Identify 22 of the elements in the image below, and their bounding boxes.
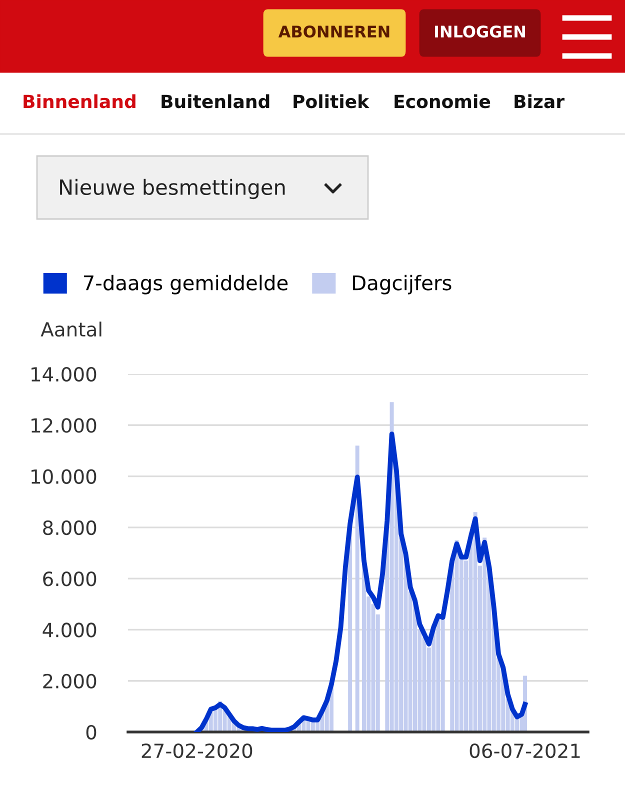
text: Binnenland <box>24 94 136 108</box>
chart-title: Nieuwe besmettingen <box>60 178 285 200</box>
text: ABONNEREN <box>278 26 390 38</box>
y-axis-title: Aantal <box>40 322 102 337</box>
y-tick-label: 2.000 <box>43 674 96 689</box>
y-tick-label: 6.000 <box>43 572 96 586</box>
x-tick-label: 27-02-2020 <box>142 743 252 758</box>
legend-label: 7-daags gemiddelde <box>84 274 288 294</box>
y-tick-label: 12.000 <box>32 418 96 433</box>
y-tick-label: 10.000 <box>32 469 96 484</box>
line-series <box>194 432 528 732</box>
text: Economie <box>394 94 490 108</box>
text: Politiek <box>294 94 370 108</box>
text: Bizar <box>514 94 564 108</box>
text: INLOGGEN <box>434 26 526 38</box>
text: Buitenland <box>162 94 270 108</box>
y-tick-label: 14.000 <box>32 366 96 382</box>
y-tick-label: 4.000 <box>42 622 96 638</box>
legend-label: Dagcijfers <box>353 274 452 294</box>
y-tick-label: 8.000 <box>43 520 96 536</box>
y-tick-label: 0 <box>86 724 96 740</box>
x-tick-label: 06-07-2021 <box>470 743 580 758</box>
